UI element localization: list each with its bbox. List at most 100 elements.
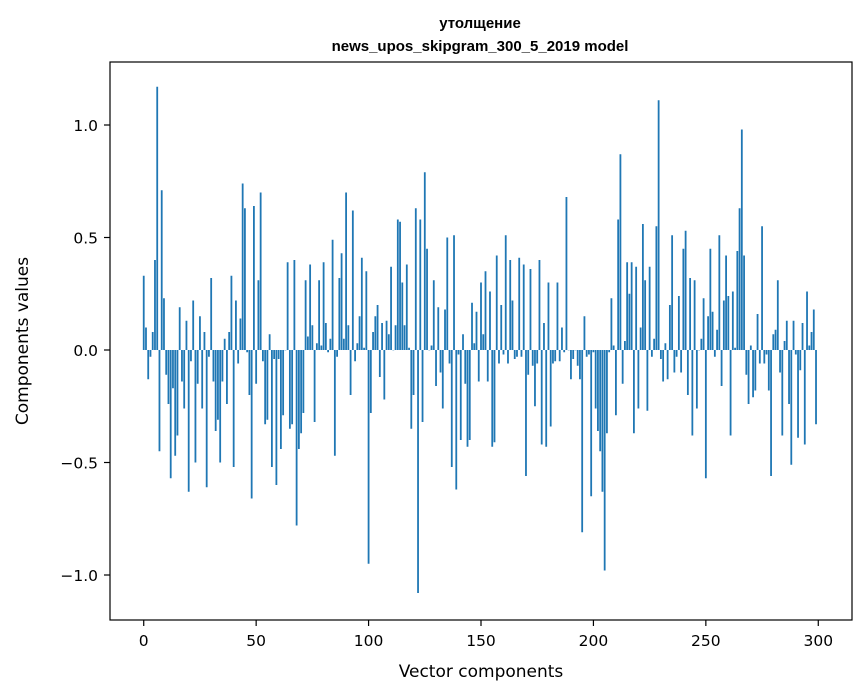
y-axis-ticks: 1.0 0.5 0.0 −0.5 −1.0 — [60, 117, 110, 585]
bar-component-167 — [518, 257, 521, 350]
bar-component-186 — [561, 327, 563, 350]
bar-component-243 — [689, 278, 692, 350]
bar-component-128 — [430, 345, 433, 350]
bar-component-115 — [401, 282, 404, 350]
bar-component-151 — [482, 334, 485, 350]
bar-component-37 — [226, 350, 228, 404]
bar-component-120 — [412, 350, 415, 395]
bar-component-286 — [785, 320, 788, 350]
bar-component-284 — [781, 350, 784, 436]
bar-component-144 — [466, 350, 469, 447]
bar-component-235 — [671, 235, 674, 350]
bar-component-71 — [302, 350, 305, 413]
bar-component-100 — [367, 350, 370, 564]
bar-component-141 — [459, 350, 462, 440]
bar-component-8 — [160, 190, 163, 350]
bar-component-163 — [509, 260, 512, 350]
bar-component-108 — [385, 320, 388, 350]
bar-component-240 — [682, 248, 685, 350]
bar-component-158 — [498, 350, 500, 364]
bar-component-38 — [228, 332, 231, 350]
bar-component-95 — [356, 343, 359, 350]
bar-component-209 — [612, 345, 615, 350]
bar-component-288 — [790, 350, 793, 465]
bar-component-117 — [405, 264, 408, 350]
bar-component-180 — [547, 282, 550, 350]
bar-component-228 — [655, 226, 658, 350]
bar-component-104 — [376, 305, 379, 350]
bar-component-61 — [279, 350, 282, 449]
bar-component-57 — [270, 350, 273, 467]
bar-component-242 — [686, 350, 689, 395]
bar-component-133 — [441, 350, 444, 409]
bar-component-81 — [324, 323, 327, 350]
bar-component-48 — [250, 350, 253, 499]
bar-component-199 — [590, 350, 593, 497]
bar-component-299 — [815, 350, 817, 425]
bar-component-58 — [273, 350, 276, 359]
bar-component-125 — [423, 172, 426, 350]
bar-component-222 — [641, 224, 644, 350]
bar-component-85 — [333, 350, 336, 456]
bar-component-78 — [318, 280, 321, 350]
bar-component-154 — [489, 291, 491, 350]
bar-component-196 — [583, 316, 586, 350]
bar-component-35 — [221, 350, 224, 382]
bar-component-256 — [718, 235, 721, 350]
bar-component-24 — [196, 350, 199, 384]
bar-component-34 — [219, 350, 222, 463]
bar-component-32 — [214, 350, 217, 431]
bar-component-75 — [311, 325, 314, 350]
bar-component-172 — [529, 269, 532, 350]
bar-component-101 — [369, 350, 372, 413]
bar-component-121 — [414, 208, 417, 350]
bar-component-79 — [320, 345, 323, 350]
bar-component-182 — [552, 350, 554, 364]
bar-component-93 — [351, 210, 354, 350]
bar-component-29 — [208, 350, 210, 357]
bar-component-272 — [754, 350, 757, 391]
bar-component-232 — [664, 343, 667, 350]
bar-component-294 — [803, 350, 806, 445]
bar-component-273 — [756, 314, 759, 350]
bar-component-122 — [417, 350, 419, 593]
bar-component-264 — [736, 251, 739, 350]
bar-component-178 — [543, 323, 545, 350]
bar-component-251 — [707, 316, 709, 350]
bar-component-197 — [585, 350, 588, 357]
x-axis-ticks: 0 50 100 150 200 250 300 — [139, 620, 833, 650]
bar-component-36 — [223, 338, 226, 350]
bar-component-260 — [727, 296, 730, 350]
bar-component-124 — [421, 350, 424, 422]
bar-component-152 — [484, 271, 487, 350]
bar-component-194 — [579, 350, 581, 380]
bar-component-97 — [360, 257, 363, 350]
bar-component-211 — [617, 219, 620, 350]
bar-component-67 — [293, 260, 296, 350]
bar-component-279 — [770, 350, 772, 476]
bar-component-252 — [709, 248, 712, 350]
y-tick-label: 1.0 — [73, 117, 98, 135]
bar-component-1 — [145, 327, 147, 350]
bar-component-274 — [758, 350, 761, 364]
bar-component-22 — [192, 300, 195, 350]
bar-component-207 — [608, 350, 611, 353]
bar-component-224 — [646, 350, 649, 411]
bar-component-297 — [810, 332, 813, 350]
bar-component-237 — [675, 350, 678, 357]
bar-component-236 — [673, 350, 676, 373]
bar-component-203 — [599, 350, 602, 452]
bar-component-140 — [457, 350, 460, 355]
bar-component-135 — [446, 237, 449, 350]
bar-component-66 — [291, 350, 294, 425]
bar-component-164 — [511, 300, 514, 350]
bar-component-60 — [277, 350, 280, 359]
x-tick-label: 200 — [579, 632, 609, 650]
bar-component-76 — [313, 350, 316, 422]
x-tick-label: 0 — [139, 632, 149, 650]
y-tick-label: 0.0 — [73, 342, 98, 360]
bar-component-250 — [704, 350, 707, 479]
bar-component-226 — [650, 350, 653, 357]
bar-component-88 — [340, 253, 343, 350]
bar-component-99 — [365, 271, 368, 350]
